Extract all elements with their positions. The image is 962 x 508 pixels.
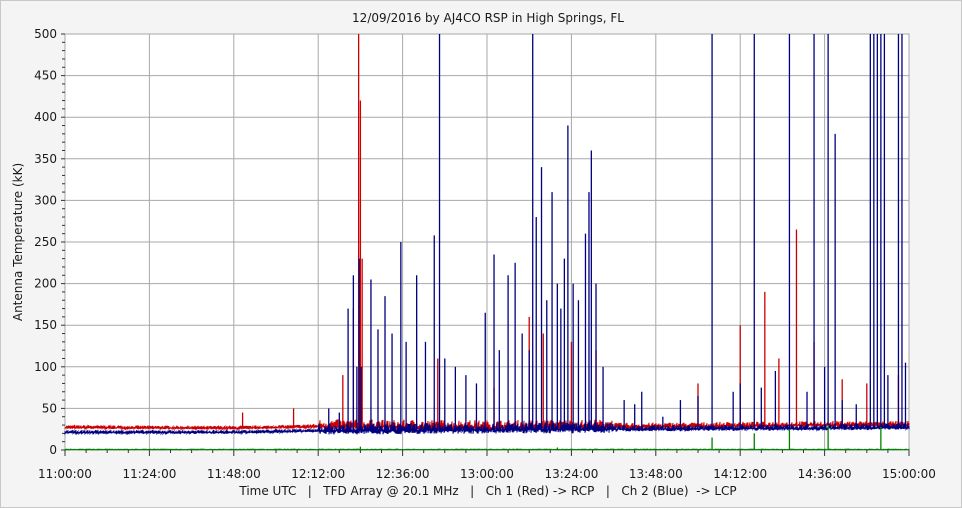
y-tick-label: 400: [34, 110, 57, 124]
y-tick-label: 450: [34, 69, 57, 83]
y-tick-label: 350: [34, 152, 57, 166]
y-tick-label: 500: [34, 27, 57, 41]
chart-title: 12/09/2016 by AJ4CO RSP in High Springs,…: [352, 11, 624, 25]
series-ch-3-green-: [64, 425, 910, 451]
x-tick-label: 11:00:00: [38, 467, 92, 481]
series-layer: [64, 34, 910, 451]
x-tick-label: 12:12:00: [291, 467, 345, 481]
x-tick-label: 14:12:00: [713, 467, 767, 481]
x-tick-label: 14:36:00: [798, 467, 852, 481]
y-tick-label: 50: [42, 401, 57, 415]
x-tick-label: 13:24:00: [544, 467, 598, 481]
x-tick-label: 13:48:00: [629, 467, 683, 481]
tick-labels: 0 50 100 150 200 250 300 350 400 450 500 11:00:00 11…: [34, 27, 936, 481]
series-trace: [64, 448, 910, 451]
x-axis-label: Time UTC | TFD Array @ 20.1 MHz | Ch 1 (…: [238, 484, 736, 498]
y-axis-label: Antenna Temperature (kK): [11, 163, 25, 321]
y-tick-label: 250: [34, 235, 57, 249]
x-tick-label: 13:00:00: [460, 467, 514, 481]
x-tick-label: 11:24:00: [122, 467, 176, 481]
y-tick-label: 150: [34, 318, 57, 332]
y-tick-label: 100: [34, 360, 57, 374]
x-tick-label: 12:36:00: [376, 467, 430, 481]
y-tick-label: 200: [34, 277, 57, 291]
x-tick-label: 11:48:00: [207, 467, 261, 481]
x-tick-label: 15:00:00: [882, 467, 936, 481]
series-trace: [64, 419, 910, 432]
series-ch-2-blue-: [64, 34, 910, 436]
y-tick-label: 300: [34, 193, 57, 207]
series-trace: [64, 422, 910, 436]
grid-lines: [64, 33, 910, 451]
y-tick-label: 0: [49, 443, 57, 457]
minor-ticks: [62, 41, 889, 453]
